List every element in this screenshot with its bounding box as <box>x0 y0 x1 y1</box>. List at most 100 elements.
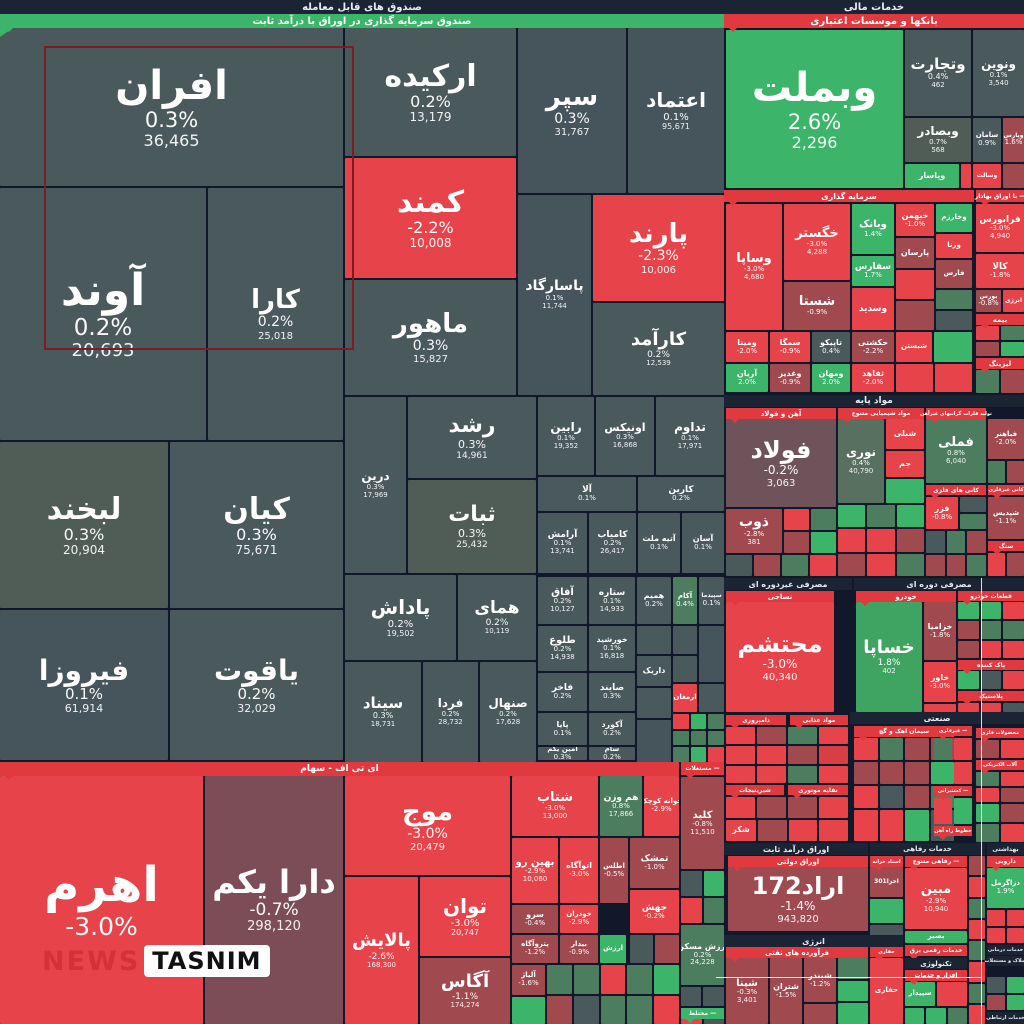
tile-small[interactable] <box>1003 164 1024 188</box>
tile-micro[interactable] <box>627 965 653 994</box>
tile-لبخند[interactable]: لبخند 0.3% 20,904 <box>0 442 168 608</box>
tile-micro[interactable] <box>954 762 972 784</box>
tile-micro[interactable] <box>905 786 929 808</box>
tile-micro[interactable] <box>967 531 986 553</box>
tile-آکورد[interactable]: آکورد 0.2% <box>589 713 635 745</box>
tile-micro[interactable] <box>1001 824 1024 842</box>
tile-micro[interactable] <box>980 671 1002 689</box>
tile-رشد[interactable]: رشد 0.3% 14,961 <box>408 397 536 478</box>
tile-یاقوت[interactable]: یاقوت 0.2% 32,029 <box>170 610 343 760</box>
tile-micro[interactable] <box>969 856 985 876</box>
tile-micro[interactable] <box>879 786 903 808</box>
tile-آتیه ملت[interactable]: آتیه ملت 0.1% <box>638 513 680 573</box>
tile-همیم[interactable]: همیم 0.2% <box>637 577 671 624</box>
tile-micro[interactable] <box>987 910 1005 926</box>
tile-micro[interactable] <box>954 798 972 824</box>
tile-micro[interactable] <box>896 529 924 552</box>
tile-مبین[interactable]: مبین -2.9% 10,940 <box>905 868 967 929</box>
tile-micro[interactable] <box>926 531 945 553</box>
tile-حفاری[interactable]: حفاری <box>870 958 903 1024</box>
tile-سمگا[interactable]: سمگا -0.9% <box>770 332 810 362</box>
tile-وبانک[interactable]: وبانک 1.4% <box>852 204 894 254</box>
tile-سامان[interactable]: سامان 0.9% <box>973 118 1001 162</box>
tile-کارا[interactable]: کارا 0.2% 25,018 <box>208 188 343 440</box>
tile-micro[interactable] <box>969 877 985 897</box>
tile-وخارزم[interactable]: وخارزم <box>936 204 972 232</box>
tile-بیدار[interactable]: بیدار -0.9% <box>560 935 598 963</box>
tile-کیان[interactable]: کیان 0.3% 75,671 <box>170 442 343 608</box>
tile-micro[interactable] <box>946 554 966 576</box>
tile-micro[interactable] <box>936 290 972 309</box>
tile-micro[interactable] <box>976 370 999 393</box>
tile-طلوع[interactable]: طلوع 0.2% 14,938 <box>538 626 587 671</box>
tile-micro[interactable] <box>726 765 755 783</box>
tile-فملی[interactable]: فملی 0.8% 6,040 <box>926 419 986 483</box>
tile-ارزش مسکن[interactable]: ارزش مسکن0.2%24,228 <box>681 925 724 985</box>
tile-micro[interactable] <box>819 746 848 764</box>
tile-ومهان[interactable]: ومهان 2.0% <box>812 364 850 392</box>
tile-small[interactable] <box>961 164 971 188</box>
tile-micro[interactable] <box>600 965 626 994</box>
tile-micro[interactable] <box>1001 370 1024 393</box>
tile-micro[interactable] <box>782 555 808 576</box>
tile-آلا[interactable]: آلا 0.1% <box>538 477 636 511</box>
tile-micro[interactable] <box>934 798 952 824</box>
tile-وپارس[interactable]: وپارس 1.6% <box>1003 118 1024 162</box>
tile-وسدید[interactable]: وسدید <box>852 288 894 330</box>
tile-micro[interactable] <box>573 965 599 994</box>
tile-small[interactable] <box>699 684 724 712</box>
tile-micro[interactable] <box>980 621 1002 639</box>
tile-پتروآگاه[interactable]: پتروآگاه -1.2% <box>512 935 558 963</box>
tile-micro[interactable] <box>703 871 724 896</box>
tile-micro[interactable] <box>726 555 752 576</box>
tile-وپاسار[interactable]: وپاسار <box>905 164 959 188</box>
tile-micro[interactable] <box>1001 740 1024 758</box>
tile-micro[interactable] <box>838 1003 868 1024</box>
tile-micro[interactable] <box>784 532 809 553</box>
tile-micro[interactable] <box>867 553 895 576</box>
tile-آگاس[interactable]: آگاس -1.1% 174,274 <box>420 958 510 1024</box>
tile-small[interactable] <box>655 935 679 963</box>
tile-micro[interactable] <box>754 555 780 576</box>
tile-micro[interactable] <box>926 1008 946 1024</box>
tile-micro[interactable] <box>879 762 903 784</box>
tile-ونوین[interactable]: ونوین 0.1% 3,540 <box>973 30 1024 116</box>
tile-micro[interactable] <box>958 703 979 712</box>
tile-وغدیر[interactable]: وغدیر -0.9% <box>770 364 810 392</box>
tile-micro[interactable] <box>757 746 786 764</box>
tile-micro[interactable] <box>969 919 985 939</box>
tile-micro[interactable] <box>788 765 817 783</box>
tile-micro[interactable] <box>980 602 1002 620</box>
tile-micro[interactable] <box>1001 326 1024 340</box>
tile-micro[interactable] <box>819 765 848 783</box>
tile-micro[interactable] <box>690 730 707 746</box>
tile-micro[interactable] <box>947 1008 967 1024</box>
tile-پارسان[interactable]: پارسان <box>896 238 934 268</box>
tile-micro[interactable] <box>988 461 1005 483</box>
tile-micro[interactable] <box>987 927 1005 943</box>
tile-وساپا[interactable]: وساپا -3.0% 4,680 <box>726 204 782 330</box>
tile-محتشم[interactable]: محتشم -3.0% 40,340 <box>726 602 834 712</box>
tile-کامیاب[interactable]: کامیاب 0.2% 26,417 <box>589 513 636 573</box>
tile-فاخر[interactable]: فاخر 0.2% <box>538 673 587 711</box>
tile-خگستر[interactable]: خگستر -3.0% 4,288 <box>784 204 850 280</box>
tile-سام[interactable]: سام 0.2% <box>589 747 635 760</box>
tile-خبهمن[interactable]: خبهمن -1.0% <box>896 204 934 236</box>
tile-فردا[interactable]: فردا 0.2% 28,732 <box>423 662 478 762</box>
tile-شپدیس[interactable]: شپدیس -1.1% <box>988 497 1024 539</box>
tile-micro[interactable] <box>703 898 724 923</box>
tile-small[interactable] <box>804 1004 836 1024</box>
tile-ستاره[interactable]: ستاره 0.1% 14,933 <box>589 577 635 624</box>
tile-small[interactable] <box>637 626 671 654</box>
tile-micro[interactable] <box>681 898 702 923</box>
tile-اونیکس[interactable]: اونیکس 0.3% 16,868 <box>596 397 654 475</box>
tile-micro[interactable] <box>1003 640 1024 658</box>
tile-تاپیکو[interactable]: تاپیکو 0.4% <box>812 332 850 362</box>
tile-micro[interactable] <box>811 532 836 553</box>
tile-micro[interactable] <box>896 270 934 299</box>
tile-سیناد[interactable]: سیناد 0.3% 18,731 <box>345 662 421 762</box>
tile-micro[interactable] <box>867 505 895 528</box>
tile-micro[interactable] <box>980 703 1002 712</box>
tile-micro[interactable] <box>819 820 848 841</box>
tile-micro[interactable] <box>788 797 817 818</box>
